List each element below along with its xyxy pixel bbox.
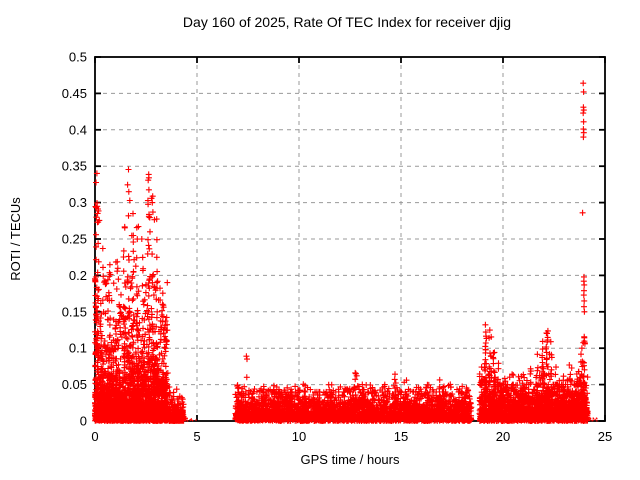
scatter-points bbox=[92, 80, 598, 424]
y-tick-label: 0.5 bbox=[69, 50, 87, 65]
y-tick-label: 0.4 bbox=[69, 122, 87, 137]
x-tick-label: 5 bbox=[193, 429, 200, 444]
x-tick-label: 10 bbox=[292, 429, 306, 444]
y-tick-label: 0.2 bbox=[69, 268, 87, 283]
scatter-plus-markers bbox=[92, 80, 591, 424]
tick-labels: 0 5 10 15 20 25 0 0.05 0.1 0.15 0.2 0.25 0.3 0.35 0.4 0… bbox=[62, 50, 613, 445]
y-tick-label: 0.35 bbox=[62, 159, 87, 174]
x-tick-label: 25 bbox=[598, 429, 612, 444]
y-tick-label: 0.05 bbox=[62, 377, 87, 392]
chart-title: Day 160 of 2025, Rate Of TEC Index for r… bbox=[183, 14, 511, 30]
y-tick-label: 0.45 bbox=[62, 86, 87, 101]
x-tick-label: 20 bbox=[496, 429, 510, 444]
y-tick-label: 0.3 bbox=[69, 195, 87, 210]
y-axis-label: ROTI / TECUs bbox=[8, 197, 23, 281]
grid-lines bbox=[95, 57, 605, 421]
y-tick-label: 0.15 bbox=[62, 304, 87, 319]
y-tick-label: 0 bbox=[80, 414, 87, 429]
x-axis-label: GPS time / hours bbox=[301, 452, 400, 467]
scatter-dot-markers bbox=[186, 417, 598, 422]
y-tick-label: 0.25 bbox=[62, 232, 87, 247]
y-tick-label: 0.1 bbox=[69, 341, 87, 356]
x-tick-label: 15 bbox=[394, 429, 408, 444]
x-tick-label: 0 bbox=[91, 429, 98, 444]
